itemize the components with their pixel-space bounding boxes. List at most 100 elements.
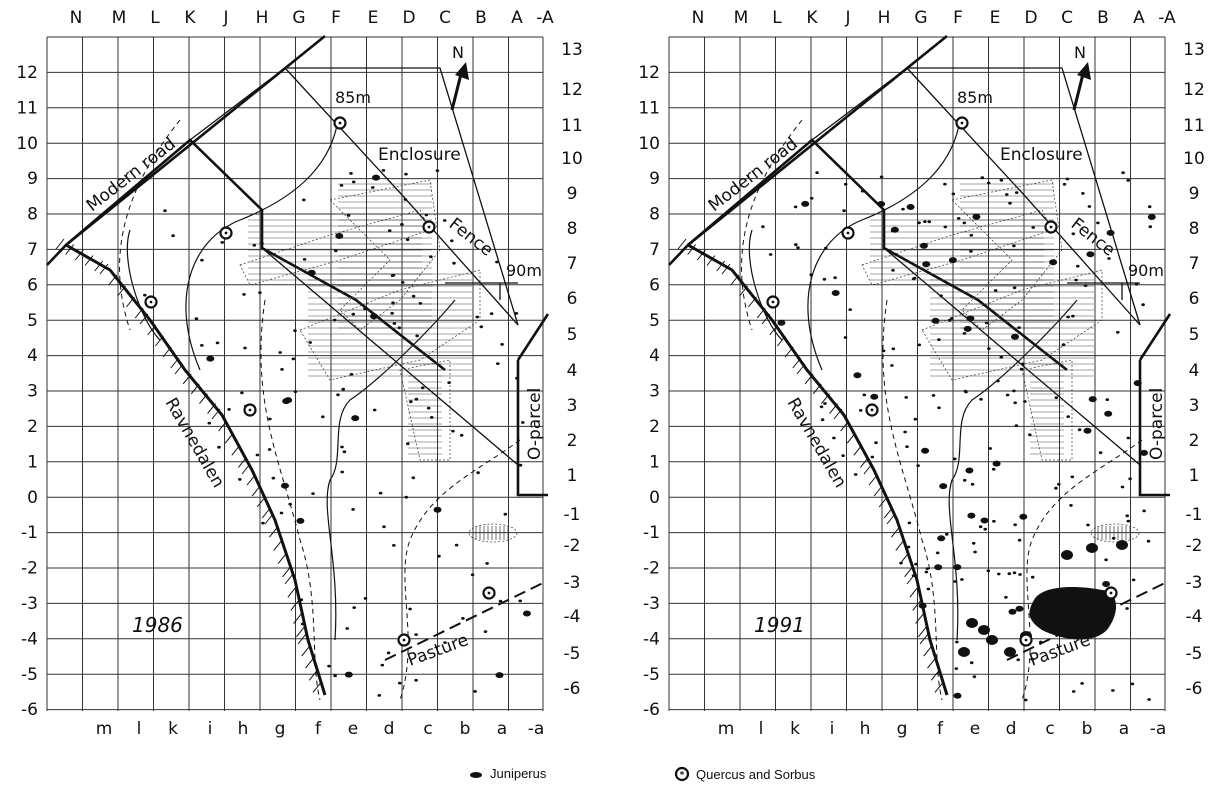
- top-col-label-D: D: [1024, 8, 1037, 28]
- hatch-mark: [305, 657, 314, 669]
- juniperus-marker: [260, 242, 264, 245]
- map-panel-1991: N M L K J H G F E D C B A -A m l k i h g f e d c b a -a 12 11 10 9 8 7 6 5…: [622, 0, 1218, 740]
- juniperus-marker: [891, 347, 896, 351]
- quercus-sorbus-markers: [144, 116, 496, 647]
- bottom-col-label-h: h: [860, 719, 871, 739]
- juniperus-marker: [1141, 303, 1145, 307]
- top-col-label-E: E: [368, 8, 379, 28]
- juniperus-marker: [1131, 578, 1136, 582]
- hatch-mark: [919, 633, 929, 645]
- quercus-sorbus-center: [846, 231, 850, 235]
- juniperus-marker: [238, 478, 242, 481]
- right-row-label: -1: [564, 505, 581, 525]
- juniperus-marker: [1104, 558, 1108, 562]
- right-row-label: 10: [561, 149, 583, 169]
- juniperus-marker: [907, 521, 912, 525]
- juniperus-marker: [890, 364, 894, 367]
- juniperus-large-marker: [966, 618, 978, 628]
- juniperus-marker: [340, 470, 345, 474]
- juniperus-marker: [1081, 192, 1085, 195]
- juniperus-marker: [1106, 229, 1115, 236]
- hatch-mark: [296, 626, 305, 638]
- right-row-label: -6: [564, 679, 581, 699]
- juniperus-marker: [1147, 214, 1156, 220]
- juniperus-marker: [408, 607, 412, 611]
- juniperus-marker: [843, 182, 848, 186]
- left-row-label: 10: [16, 134, 38, 154]
- juniperus-marker: [1126, 519, 1131, 523]
- contour-90m: [326, 299, 456, 641]
- juniperus-marker: [280, 368, 284, 371]
- juniperus-marker: [339, 184, 344, 187]
- dashed-line-east: [399, 439, 521, 701]
- juniperus-marker: [404, 172, 408, 176]
- juniperus-marker: [411, 294, 416, 298]
- juniperus-marker: [848, 308, 852, 311]
- bottom-col-label-c: c: [423, 719, 432, 739]
- juniperus-marker: [1017, 326, 1021, 329]
- juniperus-marker: [258, 291, 262, 294]
- juniperus-marker: [415, 334, 419, 338]
- juniperus-marker: [382, 525, 386, 529]
- hatch-mark: [199, 393, 208, 405]
- bottom-col-label-g: g: [275, 719, 286, 739]
- juniperus-marker: [217, 445, 221, 449]
- juniperus-marker: [970, 482, 975, 486]
- left-row-label: -5: [21, 665, 38, 685]
- left-row-label: -4: [21, 629, 38, 649]
- juniperus-marker: [372, 408, 377, 412]
- hatch-mark: [211, 408, 221, 420]
- hatch-mark: [117, 285, 126, 297]
- juniperus-marker: [1102, 581, 1111, 587]
- juniperus-marker: [405, 238, 410, 242]
- enclosure-label: Enclosure: [378, 145, 461, 165]
- enclosure-boundary: [687, 138, 1068, 372]
- juniperus-marker: [809, 273, 813, 277]
- juniperus-marker: [987, 347, 991, 350]
- hatch-mark: [264, 513, 274, 525]
- juniperus-marker: [815, 171, 819, 175]
- juniperus-marker: [344, 671, 353, 678]
- juniperus-marker: [870, 455, 875, 459]
- juniperus-marker: [518, 463, 523, 467]
- juniperus-marker: [1065, 177, 1070, 181]
- escarpment-line: [687, 243, 949, 696]
- juniperus-marker: [363, 597, 368, 600]
- juniperus-marker: [278, 351, 283, 354]
- juniperus-marker: [1019, 513, 1028, 520]
- juniperus-marker: [1076, 264, 1080, 268]
- right-row-label: 6: [1189, 289, 1200, 309]
- juniperus-marker: [363, 307, 367, 311]
- juniperus-marker: [983, 527, 987, 531]
- juniperus-marker: [1121, 171, 1125, 175]
- juniperus-marker: [918, 602, 927, 609]
- juniperus-marker: [207, 421, 212, 425]
- hatch-mark: [860, 457, 869, 468]
- juniperus-cluster: [1029, 587, 1117, 640]
- escarpment-line: [65, 243, 327, 696]
- hatch-mark: [224, 432, 234, 444]
- juniperus-marker: [922, 261, 931, 268]
- top-col-label-B: B: [1097, 8, 1109, 28]
- top-col-label-D: D: [402, 8, 415, 28]
- juniperus-marker: [404, 495, 409, 499]
- juniperus-marker: [1070, 475, 1075, 479]
- juniperus-marker: [1013, 523, 1017, 527]
- top-col-label--A: -A: [1158, 8, 1176, 28]
- contour-90m: [948, 299, 1078, 641]
- right-row-label: 1: [1189, 466, 1200, 486]
- juniperus-marker: [913, 417, 918, 421]
- enclosure-line: [189, 67, 519, 326]
- juniperus-marker: [1125, 514, 1129, 518]
- hatch-mark: [934, 682, 944, 693]
- juniperus-marker: [809, 196, 814, 200]
- juniperus-marker: [1134, 282, 1139, 286]
- juniperus-marker: [1126, 436, 1131, 440]
- juniperus-marker: [903, 430, 907, 434]
- left-row-label: 1: [27, 452, 38, 472]
- hatch-mark: [721, 263, 731, 275]
- fence-line-diagonal: [261, 247, 519, 466]
- juniperus-marker: [962, 478, 967, 482]
- hatch-mark: [293, 613, 302, 624]
- juniperus-marker: [1008, 608, 1017, 615]
